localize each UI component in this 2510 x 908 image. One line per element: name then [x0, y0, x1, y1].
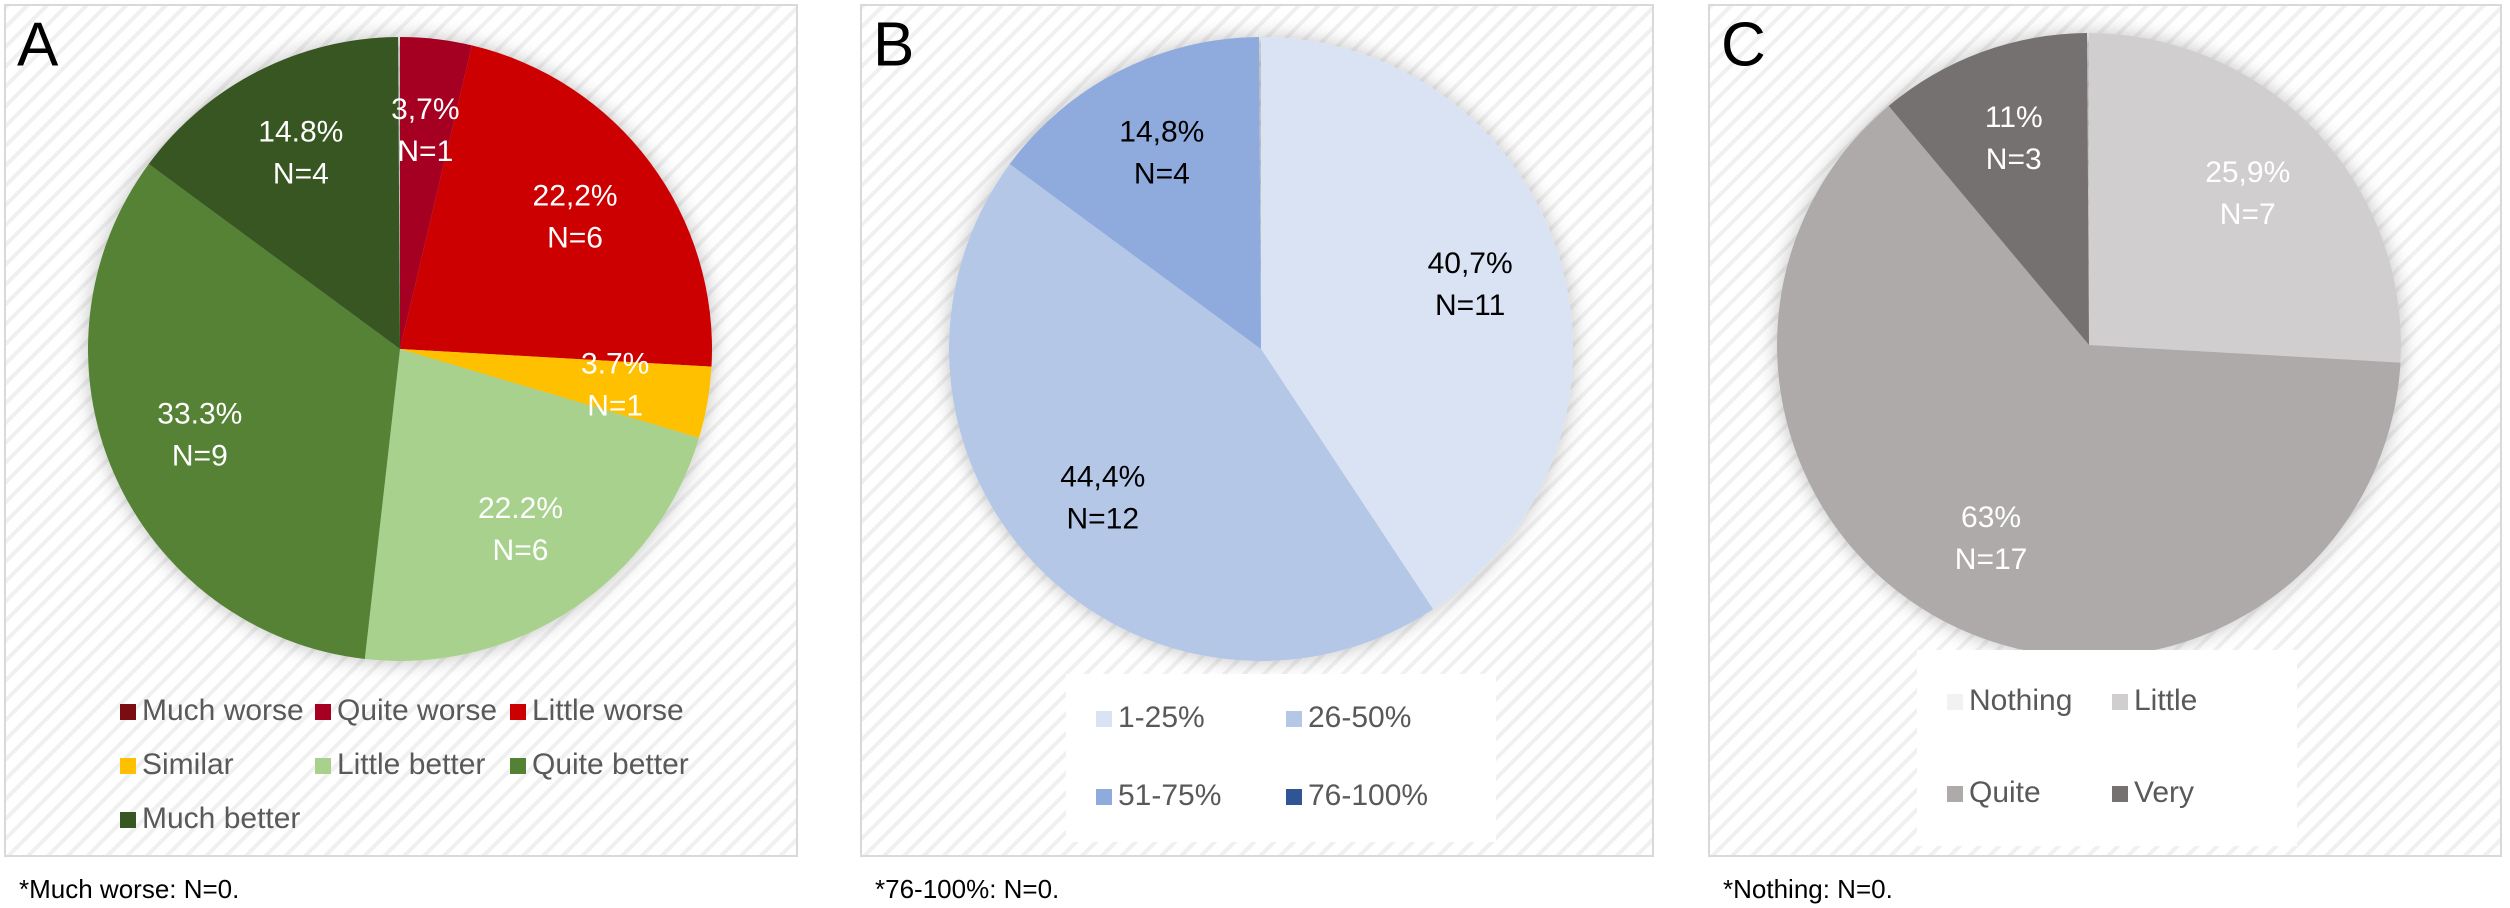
- panel-letter: B: [873, 10, 914, 79]
- data-labels: 3,7% N=1 22,2% N=6 3.7% N=1 22.2% N=6 33.3% N=9 14…: [157, 93, 649, 567]
- legend-label: Much worse: [142, 694, 304, 727]
- legend-label: Very: [2134, 776, 2194, 809]
- legend-label: Quite worse: [337, 694, 497, 727]
- pie-slice: [364, 349, 700, 661]
- data-label: 63%: [1961, 501, 2021, 534]
- legend-swatch: [315, 758, 331, 774]
- legend-label: 1-25%: [1118, 701, 1205, 734]
- legend-swatch: [1286, 789, 1302, 805]
- legend-background: [1066, 674, 1496, 842]
- pie-slice: [948, 164, 1434, 662]
- data-label: N=7: [2220, 198, 2276, 231]
- pie: [87, 37, 712, 661]
- data-label: N=6: [547, 221, 603, 254]
- panel: A 3,7% N=1 22,2% N=6 3.7% N=1 22.2% N=6 33.3% N=9 1…: [4, 4, 798, 857]
- legend-label: Quite: [1969, 776, 2041, 809]
- pie-slice: [400, 45, 712, 367]
- data-label: 44,4%: [1060, 460, 1145, 493]
- legend-label: Much better: [142, 802, 300, 835]
- legend-swatch: [1286, 711, 1302, 727]
- data-label: N=3: [1986, 143, 2042, 176]
- data-label: 40,7%: [1428, 247, 1513, 280]
- pie: [948, 37, 1573, 662]
- pie: [1777, 33, 2401, 657]
- pie-slice: [1888, 33, 2089, 345]
- data-label: 11%: [1985, 101, 2043, 134]
- legend-label: Little: [2134, 684, 2197, 717]
- legend-swatch: [120, 812, 136, 828]
- data-label: 25,9%: [2205, 156, 2290, 189]
- legend-swatch: [315, 704, 331, 720]
- legend-background: [1917, 650, 2297, 846]
- data-label: 3.7%: [581, 347, 649, 380]
- pie-slice: [2089, 33, 2401, 363]
- data-label: 3,7%: [391, 93, 459, 126]
- footnote: *Much worse: N=0.: [19, 874, 239, 904]
- data-label: N=12: [1066, 502, 1139, 535]
- data-label: N=11: [1435, 289, 1505, 322]
- legend-label: 26-50%: [1308, 701, 1411, 734]
- pie-slice: [1777, 105, 2401, 657]
- data-label: N=1: [397, 135, 453, 168]
- data-labels: 40,7% N=11 44,4% N=12 14,8% N=4: [1060, 115, 1512, 535]
- legend-label: 76-100%: [1308, 779, 1428, 812]
- legend-swatch: [1096, 789, 1112, 805]
- data-label: 22.2%: [478, 492, 563, 525]
- legend-label: Little worse: [532, 694, 684, 727]
- data-label: 33.3%: [157, 397, 242, 430]
- data-label: N=17: [1955, 543, 2028, 576]
- pie-slice: [400, 37, 472, 349]
- panel: B 40,7% N=11 44,4% N=12 14,8% N=4 1-25% 26-50% 51…: [860, 4, 1654, 857]
- legend-swatch: [2112, 786, 2128, 802]
- pie-slice: [87, 164, 400, 660]
- pie-slice: [1261, 37, 1573, 610]
- legend-label: Little better: [337, 748, 485, 781]
- pie-slice: [148, 37, 400, 349]
- data-label: N=4: [1134, 157, 1190, 190]
- data-label: N=1: [587, 389, 643, 422]
- data-label: N=9: [172, 439, 228, 472]
- legend-swatch: [510, 704, 526, 720]
- legend-swatch: [120, 758, 136, 774]
- data-labels: 25,9% N=7 63% N=17 11% N=3: [1955, 101, 2290, 576]
- panel-letter: C: [1721, 10, 1766, 79]
- panel: C 25,9% N=7 63% N=17 11% N=3 Nothing Little Quite…: [1708, 4, 2502, 857]
- data-label: N=4: [273, 157, 329, 190]
- data-label: 22,2%: [533, 179, 618, 212]
- legend-swatch: [510, 758, 526, 774]
- pie-slice: [1009, 37, 1261, 349]
- data-label: 14.8%: [258, 115, 343, 148]
- footnote: *76-100%: N=0.: [875, 874, 1059, 904]
- legend-swatch: [120, 704, 136, 720]
- legend-swatch: [1096, 711, 1112, 727]
- panel-letter: A: [17, 10, 59, 79]
- data-label: 14,8%: [1119, 115, 1204, 148]
- data-label: N=6: [493, 534, 549, 567]
- legend-swatch: [1947, 786, 1963, 802]
- legend-label: Quite better: [532, 748, 689, 781]
- legend-label: Nothing: [1969, 684, 2072, 717]
- legend-label: Similar: [142, 748, 234, 781]
- legend-label: 51-75%: [1118, 779, 1221, 812]
- legend-swatch: [2112, 694, 2128, 710]
- pie-slice: [400, 349, 712, 438]
- footnote: *Nothing: N=0.: [1723, 874, 1893, 904]
- legend-swatch: [1947, 694, 1963, 710]
